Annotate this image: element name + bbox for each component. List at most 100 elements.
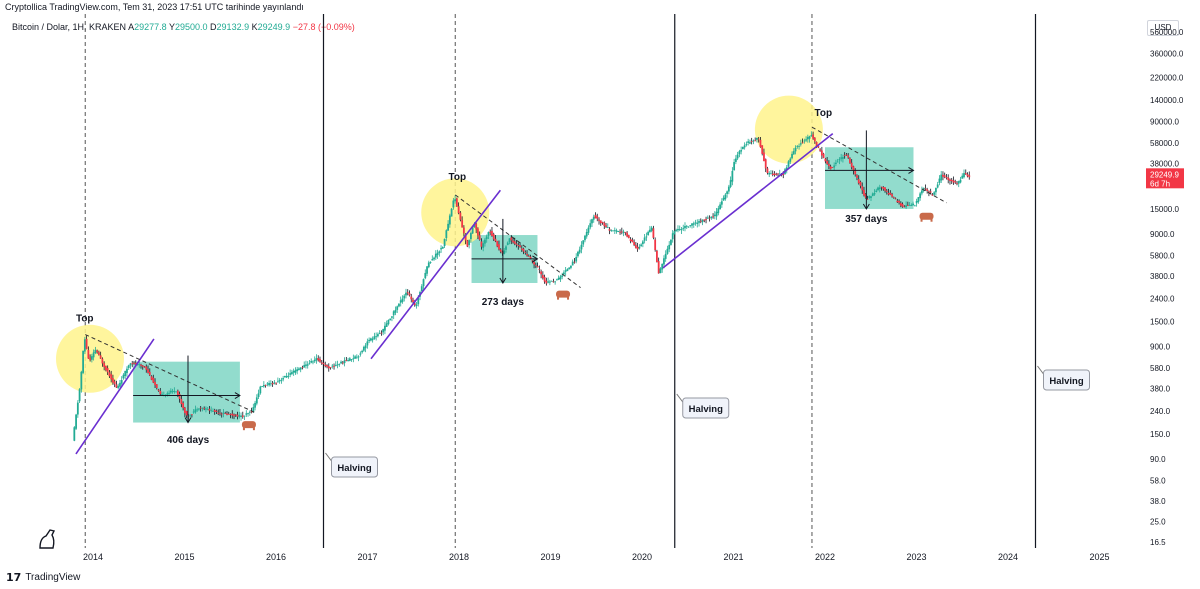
price-tick-label: 15000.0 xyxy=(1150,205,1179,214)
candle-body xyxy=(124,370,127,376)
price-tick-label: 140000.0 xyxy=(1150,96,1184,105)
last-price-tag: 29249.96d 7h xyxy=(1146,168,1184,189)
symbol-name: Bitcoin / Dolar, 1H, KRAKEN xyxy=(12,22,127,32)
candle-body xyxy=(464,234,467,241)
candle-body xyxy=(689,225,692,226)
halving-callout[interactable]: Halving xyxy=(1037,365,1090,391)
candle-body xyxy=(183,407,186,414)
candle-body xyxy=(482,243,485,248)
candle-body xyxy=(473,223,476,228)
candle-body xyxy=(519,245,521,248)
candle-body xyxy=(382,329,385,333)
candle-body xyxy=(112,378,114,383)
candle-body xyxy=(240,415,242,418)
price-tick-label: 16.5 xyxy=(1150,538,1166,547)
candle-body xyxy=(591,219,593,224)
candle-series xyxy=(73,131,971,442)
candle-body xyxy=(808,136,811,139)
candle-body xyxy=(698,221,700,223)
candle-body xyxy=(440,248,442,250)
candle-body xyxy=(517,245,520,246)
candle-body xyxy=(749,142,751,144)
tradingview-logo[interactable]: 17 TradingView xyxy=(6,571,80,584)
candle-body xyxy=(178,393,181,399)
open-label: A xyxy=(128,22,135,32)
candle-body xyxy=(922,187,925,191)
candle-body xyxy=(550,280,553,282)
candle-body xyxy=(880,186,883,188)
candle-body xyxy=(857,179,860,184)
candle-body xyxy=(385,323,388,327)
candle-body xyxy=(773,173,776,175)
price-tick-label: 900.0 xyxy=(1150,343,1171,352)
candle-body xyxy=(766,168,769,174)
support-trendline[interactable] xyxy=(370,189,501,360)
candle-body xyxy=(903,206,906,208)
candle-body xyxy=(908,204,911,206)
year-tick-label: 2014 xyxy=(83,552,103,562)
candle-body xyxy=(292,370,295,373)
year-tick-label: 2021 xyxy=(723,552,743,562)
halving-callout[interactable]: Halving xyxy=(325,452,378,478)
resistance-trendline[interactable] xyxy=(454,194,581,289)
dino-icon[interactable] xyxy=(39,529,56,549)
bear-market-box[interactable] xyxy=(825,147,914,209)
arrow-head-icon xyxy=(234,392,241,399)
candle-body xyxy=(682,227,685,229)
candle-body xyxy=(485,236,488,240)
candle-body xyxy=(875,190,878,192)
candle-body xyxy=(956,183,958,185)
candle-body xyxy=(559,276,562,280)
candle-body xyxy=(512,240,514,243)
candle-body xyxy=(343,360,346,364)
candle-body xyxy=(224,413,227,415)
candle-body xyxy=(670,239,672,245)
candle-body xyxy=(906,205,909,206)
candle-body xyxy=(141,365,144,367)
candle-body xyxy=(612,230,614,232)
halving-callout[interactable]: Halving xyxy=(676,393,730,419)
candle-body xyxy=(743,145,746,148)
price-axis[interactable]: 560000.0 360000.0 220000.0 140000.0 90000.0 5… xyxy=(1146,28,1184,547)
currency-button[interactable]: USD xyxy=(1147,20,1179,36)
candle-body xyxy=(901,203,904,207)
time-axis[interactable]: 2014 2015 2016 2017 2018 2019 2020 2021 2022 2023… xyxy=(83,552,1110,562)
candle-body xyxy=(849,158,851,164)
candle-body xyxy=(798,145,800,147)
candle-body xyxy=(499,249,502,252)
candle-body xyxy=(196,409,199,411)
candle-body xyxy=(619,231,621,233)
candle-body xyxy=(634,244,637,248)
candle-body xyxy=(450,208,453,217)
candle-body xyxy=(566,269,569,272)
candle-body xyxy=(357,356,360,358)
candle-body xyxy=(538,268,541,270)
candle-body xyxy=(715,211,718,217)
candle-body xyxy=(505,246,507,250)
candle-body xyxy=(192,411,195,413)
candle-body xyxy=(487,232,490,236)
candle-body xyxy=(103,363,106,368)
high-value: 29500.0 xyxy=(174,22,208,32)
candle-body xyxy=(803,140,806,142)
price-tick-label: 38.0 xyxy=(1150,497,1166,506)
resistance-trendline[interactable] xyxy=(85,334,257,414)
candle-body xyxy=(434,253,437,258)
support-trendline[interactable] xyxy=(662,133,834,269)
support-trendline[interactable] xyxy=(75,338,155,455)
candle-body xyxy=(520,248,523,250)
candle-body xyxy=(824,158,827,162)
candle-body xyxy=(949,179,951,181)
candle-body xyxy=(491,230,493,236)
candle-body xyxy=(287,375,290,377)
candle-body xyxy=(596,216,599,219)
candle-body xyxy=(180,398,183,405)
candle-body xyxy=(331,365,334,367)
candle-body xyxy=(777,173,779,175)
candle-body xyxy=(280,379,283,381)
candle-body xyxy=(822,153,825,158)
resistance-trendline[interactable] xyxy=(811,126,947,204)
candle-body xyxy=(835,162,837,164)
candle-body xyxy=(785,167,788,171)
